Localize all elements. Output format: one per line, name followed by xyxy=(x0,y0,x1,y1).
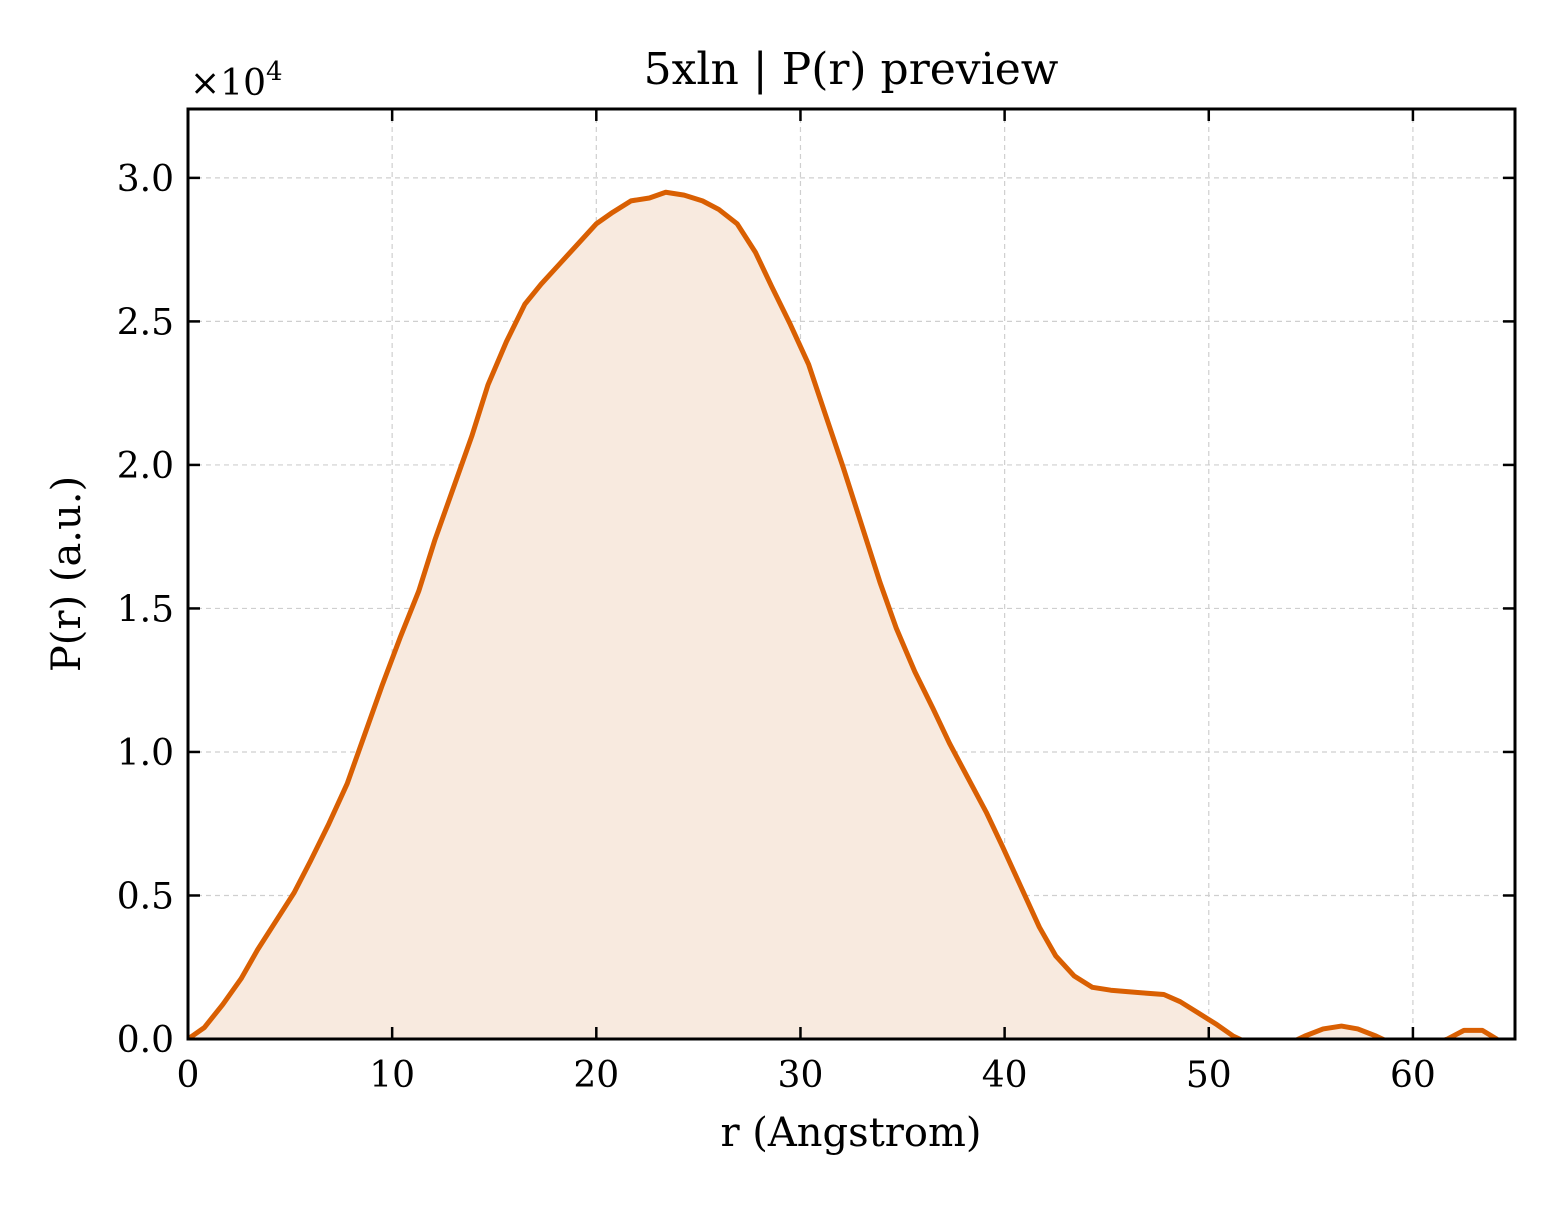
y-tick-label: 2.0 xyxy=(117,446,174,487)
tick-layer: 0 10 20 30 40 50 60 0.0 0.5 1.0 1.5 2.0 2.5 3.0 xyxy=(117,109,1515,1096)
y-tick-label: 3.0 xyxy=(117,159,174,200)
x-tick-label: 60 xyxy=(1390,1055,1436,1096)
data-layer xyxy=(188,189,1500,1039)
x-tick-label: 30 xyxy=(778,1055,824,1096)
series-area-fill xyxy=(188,192,1497,1039)
x-tick-label: 50 xyxy=(1186,1055,1232,1096)
x-tick-label: 40 xyxy=(982,1055,1028,1096)
series-line xyxy=(188,189,1500,1039)
y-multiplier-exponent: 4 xyxy=(266,57,283,87)
y-multiplier-base: ×10 xyxy=(190,63,266,104)
y-axis-label: P(r) (a.u.) xyxy=(44,476,90,672)
y-multiplier-label: ×104 xyxy=(190,57,283,104)
plot-frame xyxy=(186,107,1517,1041)
y-tick-label: 0.0 xyxy=(117,1020,174,1061)
y-tick-label: 0.5 xyxy=(117,876,174,917)
y-tick-label: 1.0 xyxy=(117,733,174,774)
x-axis-label: r (Angstrom) xyxy=(720,1110,981,1156)
y-tick-label: 1.5 xyxy=(117,589,174,630)
chart-title: 5xln | P(r) preview xyxy=(644,44,1059,95)
y-tick-label: 2.5 xyxy=(117,302,174,343)
x-tick-label: 20 xyxy=(573,1055,619,1096)
x-tick-label: 10 xyxy=(369,1055,415,1096)
x-tick-label: 0 xyxy=(177,1055,200,1096)
